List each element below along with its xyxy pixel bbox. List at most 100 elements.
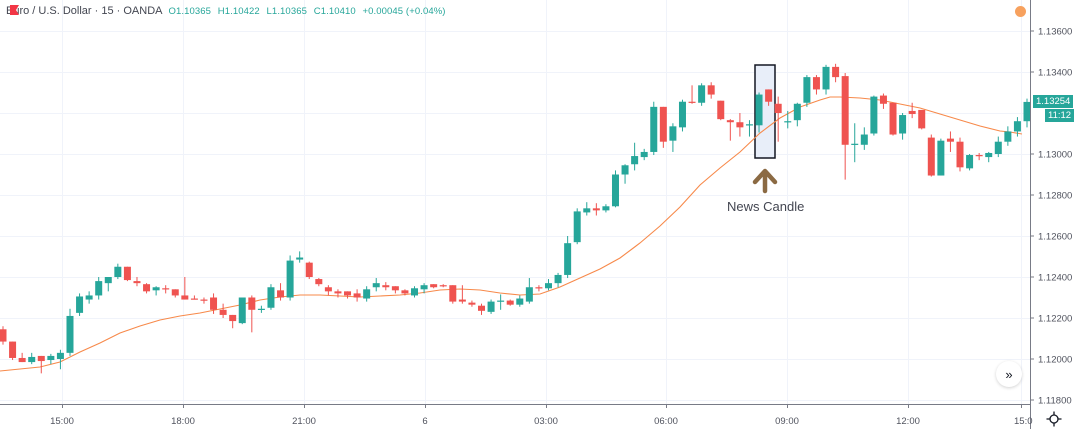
symbol-legend: Euro / U.S. Dollar · 15 · OANDA O1.10365… bbox=[6, 5, 450, 17]
candle-up bbox=[66, 315, 74, 353]
candle-down bbox=[162, 288, 170, 290]
candle-up bbox=[745, 124, 753, 126]
candle-up bbox=[583, 208, 591, 213]
candle-down bbox=[812, 77, 820, 90]
candle-up bbox=[784, 121, 792, 123]
candle-down bbox=[334, 291, 342, 294]
candle-up bbox=[296, 257, 304, 260]
time-axis-label: 15:0 bbox=[1014, 416, 1033, 427]
double-chevron-right-icon: » bbox=[1005, 366, 1013, 382]
candle-down bbox=[841, 76, 849, 145]
candle-up bbox=[755, 94, 763, 126]
time-axis-label: 03:00 bbox=[534, 416, 558, 427]
candle-up bbox=[257, 308, 265, 310]
time-axis-label: 21:00 bbox=[292, 416, 316, 427]
candle-up bbox=[611, 174, 619, 207]
symbol-title: Euro / U.S. Dollar · 15 · OANDA bbox=[6, 5, 163, 17]
ohlc-low: L1.10365 bbox=[266, 5, 307, 17]
candle-down bbox=[315, 279, 323, 285]
candle-down bbox=[717, 100, 725, 120]
candle-up bbox=[1013, 121, 1021, 132]
candle-up bbox=[238, 297, 246, 324]
price-axis-label: 1.12400 bbox=[1038, 273, 1072, 284]
candle-down bbox=[391, 286, 399, 291]
candle-up bbox=[602, 206, 610, 211]
time-axis-label: 15:00 bbox=[50, 416, 74, 427]
candle-up bbox=[516, 298, 524, 305]
ohlc-close: C1.10410 bbox=[313, 5, 356, 17]
candle-down bbox=[190, 298, 198, 300]
news-candle-label: News Candle bbox=[727, 199, 805, 214]
candle-down bbox=[468, 302, 476, 305]
arrow-up-icon bbox=[752, 168, 778, 194]
candle-up bbox=[621, 165, 629, 175]
candle-up bbox=[573, 211, 581, 243]
candle-up bbox=[554, 274, 562, 284]
candle-up bbox=[411, 288, 419, 296]
price-axis-label: 1.12200 bbox=[1038, 314, 1072, 325]
candle-down bbox=[927, 137, 935, 176]
candle-down bbox=[889, 102, 897, 135]
candle-up bbox=[1023, 101, 1031, 122]
candle-down bbox=[123, 266, 131, 281]
ohlc-high: H1.10422 bbox=[217, 5, 260, 17]
candle-up bbox=[994, 141, 1002, 154]
scroll-to-realtime-button[interactable]: » bbox=[996, 361, 1022, 387]
candle-down bbox=[478, 305, 486, 311]
candle-down bbox=[726, 120, 734, 123]
gear-icon[interactable] bbox=[1046, 411, 1062, 427]
time-axis-label: 09:00 bbox=[775, 416, 799, 427]
status-dot-icon[interactable] bbox=[1015, 6, 1026, 17]
candle-down bbox=[229, 314, 237, 322]
candle-down bbox=[832, 66, 840, 78]
candle-up bbox=[525, 287, 533, 302]
candle-up bbox=[372, 283, 380, 288]
candle-down bbox=[879, 95, 887, 104]
candle-down bbox=[688, 101, 696, 103]
candle-up bbox=[803, 77, 811, 103]
candle-up bbox=[267, 287, 275, 308]
price-axis-label: 1.11800 bbox=[1038, 396, 1072, 407]
candle-down bbox=[430, 284, 438, 288]
candle-up bbox=[985, 152, 993, 158]
candle-down bbox=[535, 287, 543, 289]
time-axis-label: 6 bbox=[422, 416, 427, 427]
candle-down bbox=[592, 208, 600, 211]
price-axis-label: 1.12600 bbox=[1038, 232, 1072, 243]
candle-down bbox=[200, 299, 208, 301]
candle-down bbox=[506, 300, 514, 305]
candle-up bbox=[286, 260, 294, 298]
candle-down bbox=[305, 262, 313, 277]
candle-up bbox=[650, 106, 658, 152]
candle-down bbox=[210, 297, 218, 310]
candle-up bbox=[47, 355, 55, 361]
ohlc-values: O1.10365 H1.10422 L1.10365 C1.10410 +0.0… bbox=[169, 6, 450, 17]
candle-down bbox=[908, 110, 916, 115]
candle-down bbox=[975, 155, 983, 157]
candle-down bbox=[181, 295, 189, 300]
candle-up bbox=[497, 300, 505, 302]
price-axis-label: 1.12800 bbox=[1038, 191, 1072, 202]
ohlc-open: O1.10365 bbox=[168, 5, 212, 17]
candle-up bbox=[95, 281, 103, 296]
candle-down bbox=[37, 355, 45, 362]
candle-down bbox=[449, 285, 457, 302]
flag-icon[interactable] bbox=[10, 5, 19, 15]
candle-down bbox=[324, 287, 332, 292]
candle-down bbox=[765, 89, 773, 102]
last-price-tag: 1.13254 bbox=[1033, 95, 1074, 108]
candle-up bbox=[363, 289, 371, 299]
price-axis-label: 1.12000 bbox=[1038, 355, 1072, 366]
candle-down bbox=[382, 285, 390, 288]
candle-down bbox=[946, 138, 954, 142]
candle-up bbox=[544, 283, 552, 289]
candle-down bbox=[277, 290, 285, 298]
candle-up bbox=[564, 243, 572, 275]
candle-down bbox=[956, 141, 964, 168]
candle-up bbox=[669, 126, 677, 141]
price-axis-label: 1.13400 bbox=[1038, 68, 1072, 79]
candle-up bbox=[631, 156, 639, 165]
candle-up bbox=[420, 285, 428, 290]
